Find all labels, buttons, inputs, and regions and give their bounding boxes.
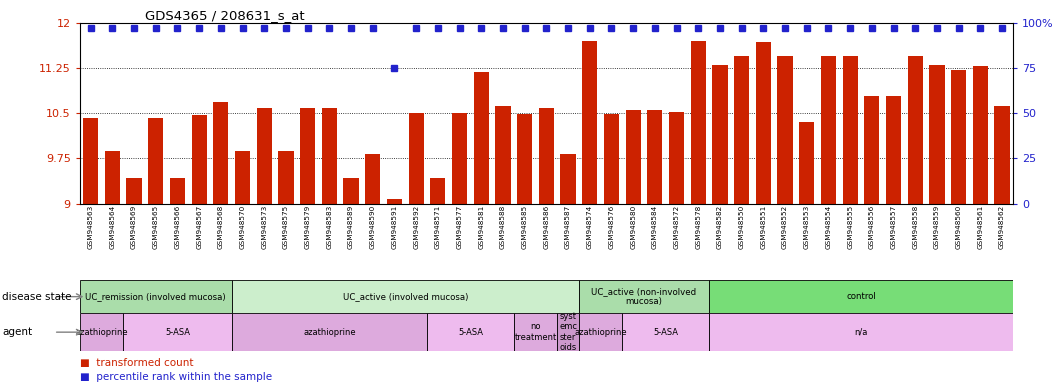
Bar xyxy=(821,56,836,204)
Bar xyxy=(496,106,511,204)
Bar xyxy=(713,65,728,204)
Bar xyxy=(235,151,250,204)
Bar xyxy=(561,154,576,204)
Bar xyxy=(778,56,793,204)
Bar xyxy=(579,280,709,313)
Text: 5-ASA: 5-ASA xyxy=(458,328,483,337)
Bar xyxy=(558,313,579,351)
Bar xyxy=(473,72,488,204)
Bar xyxy=(83,118,98,204)
Bar xyxy=(604,114,619,204)
Bar xyxy=(148,118,164,204)
Bar xyxy=(213,103,229,204)
Bar xyxy=(972,66,988,204)
Bar xyxy=(127,178,142,204)
Bar xyxy=(864,96,880,204)
Bar xyxy=(344,178,359,204)
Bar xyxy=(622,313,709,351)
Bar xyxy=(734,56,749,204)
Bar xyxy=(647,110,663,204)
Bar xyxy=(995,106,1010,204)
Bar xyxy=(256,108,271,204)
Bar xyxy=(232,313,427,351)
Bar xyxy=(452,113,467,204)
Bar xyxy=(170,178,185,204)
Text: azathioprine: azathioprine xyxy=(575,328,627,337)
Text: UC_active (non-involved
mucosa): UC_active (non-involved mucosa) xyxy=(592,287,697,306)
Bar xyxy=(80,313,123,351)
Text: azathioprine: azathioprine xyxy=(76,328,128,337)
Bar xyxy=(365,154,380,204)
Bar xyxy=(387,199,402,204)
Text: agent: agent xyxy=(2,327,32,337)
Text: UC_remission (involved mucosa): UC_remission (involved mucosa) xyxy=(85,292,226,301)
Text: 5-ASA: 5-ASA xyxy=(653,328,678,337)
Bar xyxy=(755,42,771,204)
Bar xyxy=(908,56,922,204)
Bar xyxy=(799,122,814,204)
Bar xyxy=(843,56,858,204)
Text: azathioprine: azathioprine xyxy=(303,328,355,337)
Text: UC_active (involved mucosa): UC_active (involved mucosa) xyxy=(343,292,468,301)
Bar xyxy=(517,114,532,204)
Bar xyxy=(626,110,641,204)
Bar xyxy=(579,313,622,351)
Bar xyxy=(192,115,206,204)
Text: disease state: disease state xyxy=(2,291,71,302)
Bar xyxy=(80,280,232,313)
Text: GDS4365 / 208631_s_at: GDS4365 / 208631_s_at xyxy=(145,9,304,22)
Bar xyxy=(430,178,446,204)
Bar xyxy=(123,313,232,351)
Text: ■  transformed count: ■ transformed count xyxy=(80,358,194,368)
Bar xyxy=(691,41,705,204)
Text: no
treatment: no treatment xyxy=(514,323,556,342)
Bar xyxy=(409,113,423,204)
Text: syst
emc
ster
oids: syst emc ster oids xyxy=(559,312,577,352)
Bar xyxy=(427,313,514,351)
Bar xyxy=(709,280,1013,313)
Bar xyxy=(951,70,966,204)
Bar xyxy=(514,313,558,351)
Text: ■  percentile rank within the sample: ■ percentile rank within the sample xyxy=(80,372,272,382)
Text: control: control xyxy=(846,292,876,301)
Bar xyxy=(232,280,579,313)
Bar xyxy=(279,151,294,204)
Bar xyxy=(300,108,315,204)
Bar xyxy=(582,41,597,204)
Bar xyxy=(709,313,1013,351)
Text: n/a: n/a xyxy=(854,328,868,337)
Bar xyxy=(321,108,337,204)
Bar xyxy=(669,112,684,204)
Bar xyxy=(886,96,901,204)
Bar xyxy=(929,65,945,204)
Bar xyxy=(104,151,120,204)
Bar xyxy=(538,108,554,204)
Text: 5-ASA: 5-ASA xyxy=(165,328,190,337)
